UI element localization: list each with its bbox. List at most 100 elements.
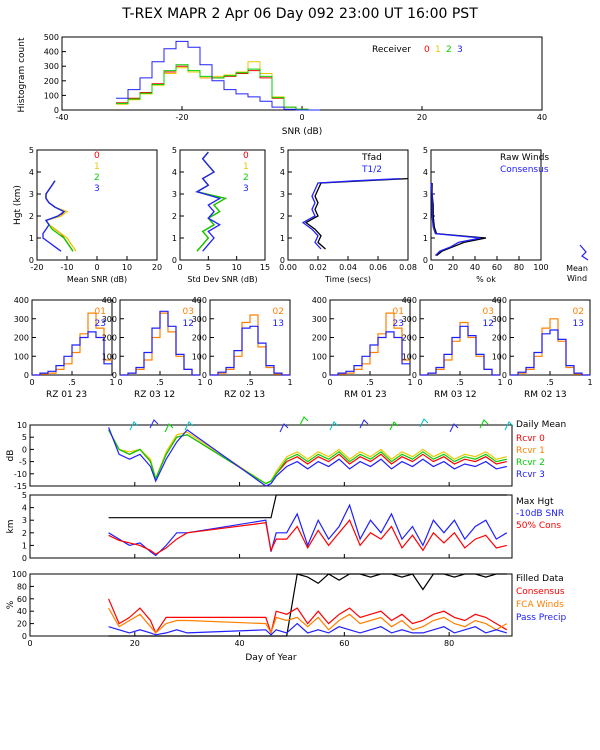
rz-panels-0-label: RZ 01 23	[46, 390, 87, 400]
rm-panels-1-blue	[420, 325, 500, 376]
x-tick-label: 1	[287, 378, 292, 387]
x-tick-label: 80	[444, 639, 454, 648]
x-tick-label: 0.08	[399, 263, 417, 272]
rz-panels-0-top: 01	[95, 307, 106, 317]
filled-data-ylabel: %	[6, 600, 16, 609]
x-tick-label: 1	[197, 378, 202, 387]
y-tick-label: 1	[280, 234, 285, 243]
y-tick-label: 200	[14, 334, 29, 343]
std-snr-xlabel: Std Dev SNR (dB)	[187, 275, 257, 284]
filled-data-frame	[29, 573, 513, 637]
x-tick-label: 100	[533, 263, 548, 272]
y-tick-label: 100	[12, 570, 27, 579]
y-tick-label: 0	[29, 256, 34, 265]
daily-mean-series-Rcvr 3	[108, 427, 507, 487]
rm-panels-2-label: RM 02 13	[524, 390, 567, 400]
x-tick-label: 0.04	[339, 263, 357, 272]
wind-barb-10	[449, 423, 459, 433]
rz-panels-0-orange	[32, 312, 112, 376]
x-tick-label: .5	[246, 378, 254, 387]
y-tick-label: 1	[172, 234, 177, 243]
x-tick-label: 0.06	[369, 263, 387, 272]
mean-wind-label-2: Wind	[567, 274, 587, 283]
x-tick-label: .5	[546, 378, 554, 387]
rz-panels-1-top: 03	[183, 307, 194, 317]
tfad-frame	[287, 149, 409, 261]
x-tick-label: 0	[299, 113, 304, 122]
rz-panels-2-bottom: 13	[273, 319, 284, 329]
y-tick-label: 5	[280, 146, 285, 155]
std-snr-series-1	[195, 151, 228, 252]
y-tick-label: 0	[54, 106, 59, 115]
wind-barb-12	[504, 421, 514, 431]
std-snr-series-0	[195, 151, 228, 252]
receiver-legend-title: Receiver	[372, 45, 411, 55]
y-tick-label: 200	[402, 334, 417, 343]
x-tick-label: 0	[507, 378, 512, 387]
y-tick-label: 300	[492, 315, 507, 324]
y-tick-label: 5	[29, 146, 34, 155]
filled-legend-3: Pass Precip	[516, 613, 567, 623]
y-tick-label: 0	[172, 256, 177, 265]
x-tick-label: 60	[339, 639, 349, 648]
x-tick-label: 0	[117, 378, 122, 387]
y-tick-label: 0	[22, 445, 27, 454]
filled-legend-0: Filled Data	[516, 574, 564, 584]
rm-panels-0-blue	[330, 331, 410, 376]
rz-panels-0-bottom: 23	[95, 319, 106, 329]
histogram-ylabel: Histogram count	[17, 37, 27, 112]
rm-panels-2-top: 02	[573, 307, 584, 317]
x-tick-label: 20	[448, 263, 458, 272]
rz-panels-2-top: 02	[273, 307, 284, 317]
y-tick-label: 3	[29, 190, 34, 199]
y-tick-label: 0	[24, 371, 29, 380]
y-tick-label: 0	[22, 554, 27, 563]
day-of-year-label: Day of Year	[245, 653, 297, 663]
mean-snr-legend-3: 3	[94, 184, 100, 194]
std-snr-series-2	[195, 151, 228, 252]
mean-wind-label-1: Mean	[566, 264, 588, 273]
x-tick-label: 60	[492, 263, 502, 272]
daily-mean-legend-0: Rcvr 0	[516, 434, 545, 444]
rz-panels-1-bottom: 12	[183, 319, 194, 329]
x-tick-label: 1	[587, 378, 592, 387]
y-tick-label: 200	[312, 334, 327, 343]
filled-data-series-Pass Precip	[108, 622, 507, 636]
y-tick-label: 2	[29, 212, 34, 221]
y-tick-label: 2	[280, 212, 285, 221]
x-tick-label: 0	[207, 378, 212, 387]
mean-snr-legend-1: 1	[94, 162, 100, 172]
y-tick-label: 200	[102, 334, 117, 343]
x-tick-label: 10	[122, 263, 132, 272]
percent-ok-frame	[430, 149, 542, 261]
x-tick-label: 20	[152, 263, 162, 272]
y-tick-label: -5	[19, 458, 27, 467]
y-tick-label: 200	[492, 334, 507, 343]
x-tick-label: 0	[177, 263, 182, 272]
daily-mean-legend-3: Rcvr 3	[516, 470, 545, 480]
x-tick-label: -40	[55, 113, 68, 122]
y-tick-label: 100	[492, 352, 507, 361]
std-snr-legend-3: 3	[243, 184, 249, 194]
mean-snr-series-1	[44, 180, 77, 252]
wind-barb-8	[389, 421, 399, 431]
rz-panels-2-blue	[210, 325, 290, 376]
daily-mean-ylabel: dB	[6, 450, 16, 462]
rm-panels-2-bottom: 13	[573, 319, 584, 329]
wind-barb-5	[299, 416, 309, 426]
y-tick-label: 5	[22, 433, 27, 442]
receiver-legend-0: 0	[424, 45, 430, 55]
x-tick-label: 1	[407, 378, 412, 387]
rz-panels-1-label: RZ 03 12	[134, 390, 175, 400]
std-snr-legend-0: 0	[243, 151, 249, 161]
wind-barb-3	[184, 421, 194, 431]
x-tick-label: -20	[175, 113, 188, 122]
tfad-series-Tfad	[304, 177, 409, 250]
receiver-legend-3: 3	[457, 45, 463, 55]
x-tick-label: 40	[234, 639, 244, 648]
filled-legend-1: Consensus	[516, 587, 565, 597]
y-tick-label: 2	[172, 212, 177, 221]
tfad-xlabel: Time (secs)	[324, 275, 371, 284]
x-tick-label: -10	[60, 263, 73, 272]
